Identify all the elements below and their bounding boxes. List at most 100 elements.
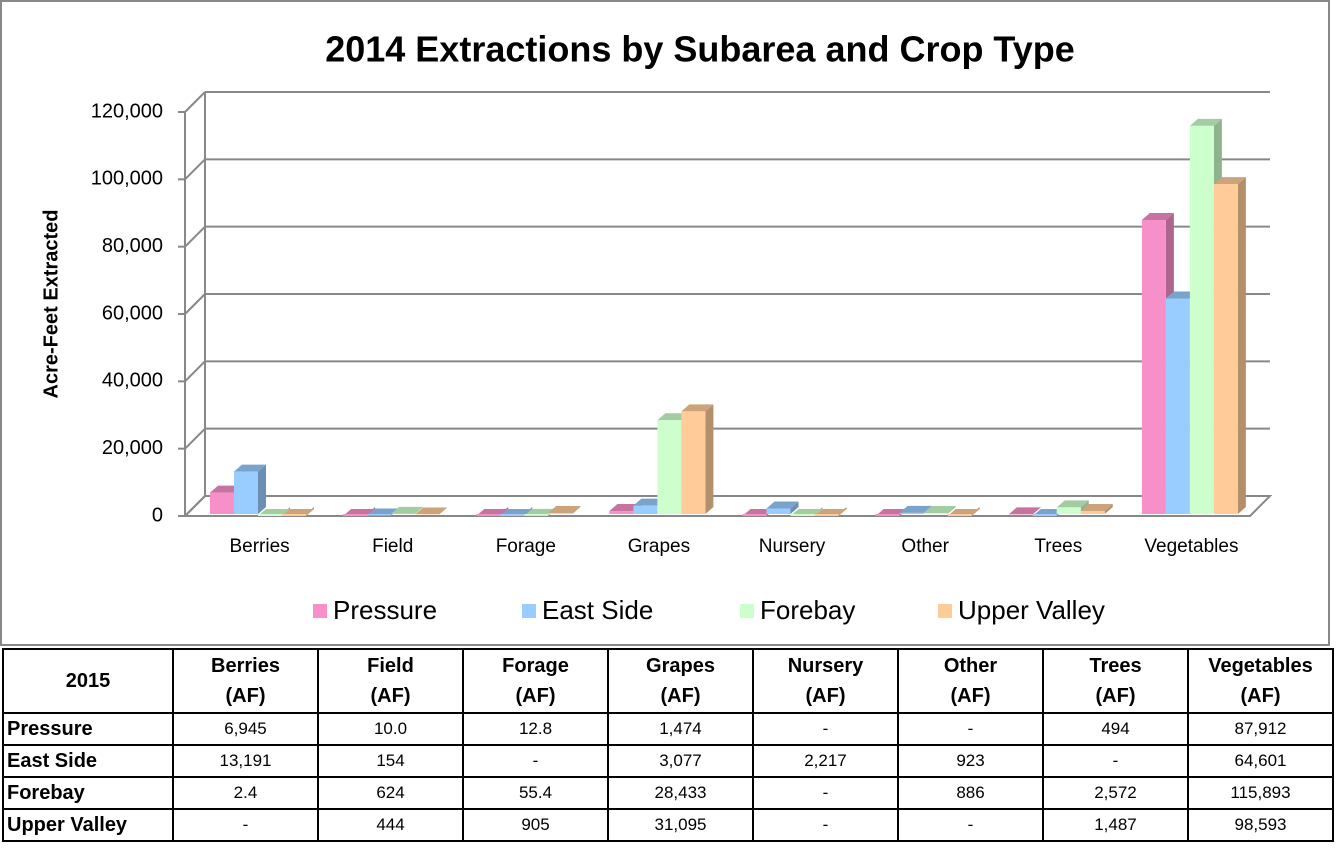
x-tick-label: Grapes	[628, 536, 690, 557]
bar	[415, 507, 448, 515]
bar-front	[1165, 298, 1190, 514]
bar	[1008, 507, 1041, 515]
bar-front	[415, 514, 440, 515]
bar-front	[1080, 510, 1105, 514]
y-axis-label: Acre-Feet Extracted	[40, 210, 62, 399]
bar-front	[766, 508, 791, 514]
bar-top	[1080, 503, 1113, 511]
bar-front	[476, 514, 501, 516]
data-cell: 115,893	[1187, 776, 1334, 810]
header-cell: Berries (AF)	[172, 648, 319, 714]
header-cell: Nursery (AF)	[752, 648, 899, 714]
header-cell: Forage (AF)	[462, 648, 609, 714]
bar-top	[415, 507, 448, 515]
grid-line	[184, 427, 206, 450]
legend-label: Upper Valley	[958, 595, 1105, 625]
data-cell: -	[462, 744, 609, 778]
bar	[766, 501, 799, 514]
bar-top	[548, 505, 581, 513]
chart-border	[0, 0, 1330, 646]
data-cell: 444	[317, 808, 464, 842]
bar-front	[947, 514, 972, 516]
grid-line	[184, 158, 206, 181]
bar-front	[790, 514, 815, 516]
bar-top	[766, 501, 799, 509]
x-tick-label: Field	[372, 536, 413, 557]
data-cell: -	[752, 808, 899, 842]
data-cell: -	[752, 712, 899, 746]
grid-line	[184, 225, 206, 248]
data-cell: 2.4	[172, 776, 319, 810]
bar-front	[524, 514, 549, 516]
bar-top	[1056, 500, 1089, 508]
data-row: Upper Valley -444 905 31,095- -1,487 98,593	[2, 808, 1334, 842]
header-crop: Vegetables	[1208, 655, 1313, 677]
bar	[548, 505, 581, 514]
legend-label: East Side	[542, 595, 653, 625]
data-cell: -	[1042, 744, 1189, 778]
data-row: East Side 13,191 154-3,077 2,217 923-64,601	[2, 744, 1334, 778]
header-unit: (AF)	[1240, 685, 1281, 707]
chart: 2014 Extractions by Subarea and Crop Typ…	[0, 0, 1330, 646]
chart-title: 2014 Extractions by Subarea and Crop Typ…	[325, 29, 1075, 70]
bar-front	[1056, 507, 1081, 514]
data-cell: 1,487	[1042, 808, 1189, 842]
data-cell: -	[897, 712, 1044, 746]
data-cell: 6,945	[172, 712, 319, 746]
header-cell: Trees (AF)	[1042, 648, 1189, 714]
data-cell: 1,474	[607, 712, 754, 746]
header-crop: Other	[943, 655, 998, 677]
bar-front	[923, 513, 948, 514]
bar-side	[415, 506, 424, 514]
header-cell: Grapes (AF)	[607, 648, 754, 714]
data-cell: 55.4	[462, 776, 609, 810]
data-cell: 31,095	[607, 808, 754, 842]
bar-front	[742, 514, 767, 516]
y-tick-label: 80,000	[102, 235, 163, 257]
header-crop: Forage	[502, 655, 569, 677]
legend-label: Forebay	[760, 595, 855, 625]
bar-front	[343, 514, 368, 516]
bar-front	[814, 514, 839, 516]
row-label: Upper Valley	[2, 808, 174, 842]
bar-top	[681, 404, 714, 412]
legend-swatch	[313, 604, 327, 618]
x-tick-label: Other	[901, 536, 949, 557]
bar	[1080, 503, 1113, 514]
data-row: Pressure 6,945 10.0 12.8 1,474- -494 87,912	[2, 712, 1334, 746]
data-cell: 154	[317, 744, 464, 778]
bar-side	[947, 506, 956, 514]
bar-top	[1189, 118, 1222, 126]
bar-front	[681, 411, 706, 514]
bar-top	[899, 505, 932, 513]
header-crop: Grapes	[646, 655, 715, 677]
header-unit: (AF)	[1095, 685, 1136, 707]
bar-top	[234, 464, 266, 472]
data-cell: 64,601	[1187, 744, 1334, 778]
legend-swatch	[522, 604, 536, 618]
y-tick-label: 120,000	[91, 100, 163, 122]
bar-side	[572, 505, 581, 514]
grid-line	[184, 495, 206, 517]
y-tick-label: 40,000	[102, 370, 163, 392]
data-cell: 12.8	[462, 712, 609, 746]
bar-top	[1213, 177, 1246, 185]
bar-front	[367, 514, 392, 516]
bar-top	[1141, 213, 1174, 221]
x-tick-label: Vegetables	[1144, 536, 1238, 557]
bar-top	[391, 506, 424, 514]
data-cell: 3,077	[607, 744, 754, 778]
x-tick-label: Berries	[229, 536, 289, 557]
bar-front	[609, 511, 634, 514]
header-crop: Berries	[211, 655, 280, 677]
x-tick-label: Trees	[1034, 536, 1082, 557]
bar-side	[790, 501, 799, 514]
bar-top	[367, 508, 400, 516]
y-tick-label: 0	[152, 504, 163, 526]
header-cell: Other (AF)	[897, 648, 1044, 714]
data-cell: 494	[1042, 712, 1189, 746]
legend-label: Pressure	[333, 595, 437, 625]
bar-side	[1104, 503, 1113, 514]
header-unit: (AF)	[660, 685, 701, 707]
